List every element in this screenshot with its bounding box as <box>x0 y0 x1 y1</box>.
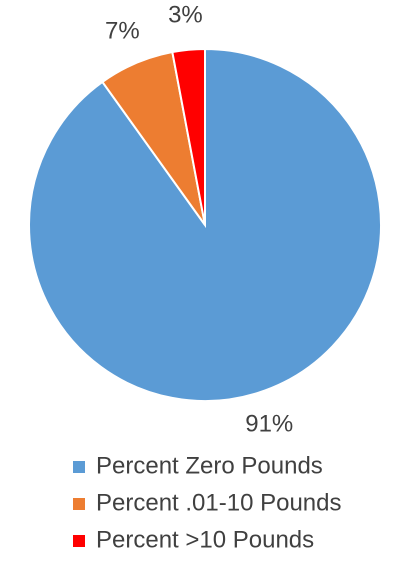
pie-slice <box>171 47 206 226</box>
data-label: 7% <box>105 17 140 44</box>
legend-swatch <box>73 461 85 473</box>
legend-swatch <box>73 535 85 547</box>
legend-label: Percent .01-10 Pounds <box>96 489 342 516</box>
data-label: 3% <box>168 1 203 28</box>
data-label: 91% <box>245 410 293 437</box>
legend-swatch <box>73 498 85 510</box>
legend-label: Percent Zero Pounds <box>96 452 323 479</box>
legend-label: Percent >10 Pounds <box>96 526 314 553</box>
